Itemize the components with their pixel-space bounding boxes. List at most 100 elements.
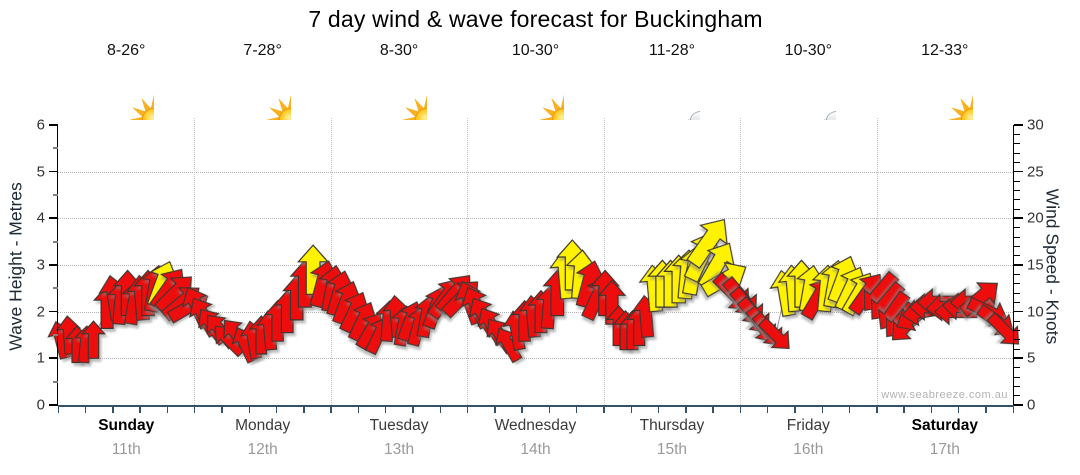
left-axis-tick-label: 6 <box>36 116 45 134</box>
right-axis-tick-label: 0 <box>1027 396 1036 414</box>
right-axis-tick <box>1014 217 1023 219</box>
bottom-axis-tick <box>412 407 414 413</box>
right-axis-tick-label: 20 <box>1027 209 1044 227</box>
bottom-axis-tick <box>712 407 714 413</box>
left-axis-minor-tick <box>53 334 58 336</box>
bottom-axis-tick <box>575 407 578 413</box>
bottom-axis-tick <box>466 407 469 413</box>
bottom-axis-tick <box>957 407 960 413</box>
temp-label-tuesday: 8-30° <box>379 42 419 59</box>
right-axis-minor-tick <box>1014 199 1020 201</box>
bottom-axis-tick <box>766 407 769 413</box>
wind-arrow-red <box>757 316 790 350</box>
bottom-axis-tick <box>903 407 905 413</box>
bottom-axis-tick <box>794 407 796 413</box>
right-axis-minor-tick <box>1014 245 1020 248</box>
temp-label-sunday: 8-26° <box>106 42 146 59</box>
right-axis-line <box>1013 125 1014 406</box>
bottom-axis-tick <box>166 407 169 413</box>
bottom-axis-tick <box>848 407 851 413</box>
right-axis-minor-tick <box>1014 255 1020 257</box>
bottom-axis-tick <box>221 407 223 413</box>
weather-icon-sunny-tuesday <box>371 64 427 120</box>
bottom-axis-tick <box>630 407 632 413</box>
right-axis-tick <box>1014 124 1023 126</box>
wind-arrow-yellow <box>686 218 728 269</box>
bottom-axis-line <box>58 405 1014 407</box>
left-axis-tick-label: 5 <box>36 163 45 181</box>
right-axis-tick-label: 15 <box>1027 256 1044 274</box>
date-label-saturday: 17th <box>929 441 960 458</box>
metre-gridline-1 <box>58 358 1013 360</box>
day-label-monday: Monday <box>235 417 291 434</box>
temp-label-saturday: 12-33° <box>921 42 969 59</box>
left-axis-minor-tick <box>53 194 58 196</box>
bottom-axis-tick <box>930 407 933 413</box>
right-axis-minor-tick <box>1014 152 1020 154</box>
weather-icon-partly-cloudy-friday <box>780 64 836 120</box>
left-axis-tick <box>49 310 58 313</box>
right-axis-tick-label: 25 <box>1027 163 1044 181</box>
right-axis-tick <box>1014 170 1023 173</box>
right-axis-minor-tick <box>1014 301 1020 304</box>
weather-icon-sunny-monday <box>235 64 291 120</box>
right-axis-minor-tick <box>1014 395 1020 397</box>
temp-label-thursday: 11-28° <box>648 42 695 59</box>
bottom-axis-tick <box>330 407 332 413</box>
right-axis-minor-tick <box>1014 180 1020 182</box>
temp-label-friday: 10-30° <box>784 42 833 59</box>
wind-arrow-red <box>81 320 106 359</box>
plot-area: www.seabreeze.com.au <box>47 118 1020 405</box>
right-axis-minor-tick <box>1014 320 1020 322</box>
right-axis-minor-tick <box>1014 348 1020 350</box>
day-label-saturday: Saturday <box>911 417 978 434</box>
wind-arrow-red <box>597 279 627 325</box>
bottom-axis-tick <box>685 407 687 413</box>
bottom-axis-tick <box>603 407 605 413</box>
right-axis-title: Wind Speed - Knots <box>1042 188 1063 345</box>
day-label-thursday: Thursday <box>639 417 705 434</box>
weather-icon-partly-cloudy-thursday <box>644 64 700 120</box>
left-axis-minor-tick <box>53 147 58 150</box>
day-boundary-gridline <box>330 118 332 405</box>
bottom-axis-tick <box>384 407 387 413</box>
right-axis-tick-label: 5 <box>1027 349 1036 367</box>
day-label-tuesday: Tuesday <box>369 417 429 434</box>
right-axis-tick <box>1014 357 1023 359</box>
day-boundary-gridline <box>603 118 605 405</box>
bottom-axis-tick <box>193 407 196 413</box>
date-label-monday: 12th <box>247 441 278 458</box>
sun-icon <box>235 64 291 120</box>
day-boundary-gridline <box>467 118 469 405</box>
right-axis-minor-tick <box>1014 376 1020 378</box>
right-axis-tick <box>1014 264 1023 266</box>
date-label-thursday: 15th <box>656 441 688 458</box>
bottom-axis-tick <box>1012 407 1014 413</box>
right-axis-minor-tick <box>1014 236 1020 238</box>
left-axis-tick-label: 4 <box>36 209 45 227</box>
weather-icon-sunny-sunday <box>98 64 154 120</box>
left-axis-minor-tick <box>53 240 58 243</box>
metre-gridline-4 <box>58 218 1013 220</box>
right-axis-minor-tick <box>1014 189 1020 192</box>
right-axis-minor-tick <box>1014 329 1020 332</box>
right-axis-tick <box>1014 310 1023 313</box>
bottom-axis-tick <box>548 407 551 413</box>
date-label-sunday: 11th <box>111 441 141 458</box>
right-axis-minor-tick <box>1014 283 1020 285</box>
day-boundary-gridline <box>740 118 742 405</box>
metre-gridline-3 <box>58 265 1013 266</box>
bottom-axis-tick <box>248 407 250 413</box>
temp-label-monday: 7-28° <box>243 42 282 59</box>
bottom-axis-tick <box>357 407 360 413</box>
sun-cloud-icon <box>644 64 700 120</box>
weather-icon-sunny-wednesday <box>508 64 564 120</box>
day-label-friday: Friday <box>786 417 830 434</box>
left-axis-minor-tick <box>53 380 58 383</box>
day-boundary-gridline <box>876 118 878 405</box>
metre-gridline-5 <box>58 171 1013 173</box>
left-axis-minor-tick <box>53 287 58 290</box>
watermark: www.seabreeze.com.au <box>881 389 1008 401</box>
wind-arrow-layer <box>47 218 1020 364</box>
